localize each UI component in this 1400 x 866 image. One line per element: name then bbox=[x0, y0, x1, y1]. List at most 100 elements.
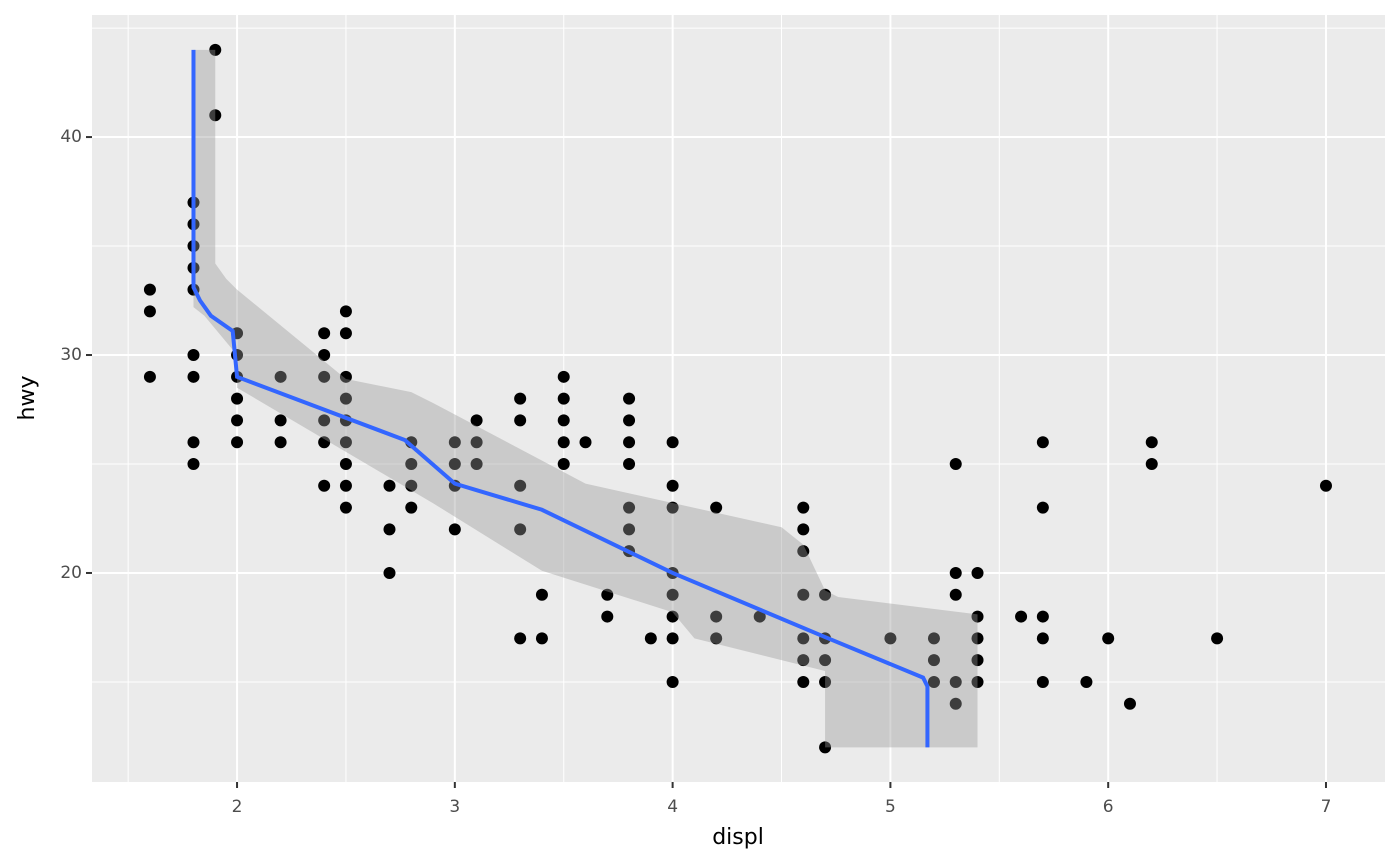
point bbox=[231, 414, 244, 427]
point bbox=[1145, 436, 1158, 449]
x-tick-label: 3 bbox=[449, 797, 460, 817]
point bbox=[209, 43, 222, 56]
point bbox=[318, 479, 331, 492]
point bbox=[666, 632, 679, 645]
point bbox=[819, 654, 832, 667]
point bbox=[1102, 632, 1115, 645]
point bbox=[971, 654, 984, 667]
point bbox=[666, 675, 679, 688]
point bbox=[318, 436, 331, 449]
point bbox=[339, 457, 352, 470]
point bbox=[470, 414, 483, 427]
point bbox=[1036, 675, 1049, 688]
point bbox=[514, 632, 527, 645]
point bbox=[231, 392, 244, 405]
point bbox=[1015, 610, 1028, 623]
point bbox=[187, 370, 200, 383]
panel-background bbox=[92, 15, 1385, 782]
point bbox=[971, 632, 984, 645]
point bbox=[448, 523, 461, 536]
point bbox=[797, 675, 810, 688]
point bbox=[666, 479, 679, 492]
point bbox=[819, 588, 832, 601]
point bbox=[383, 479, 396, 492]
point bbox=[797, 632, 810, 645]
point bbox=[187, 349, 200, 362]
point bbox=[318, 370, 331, 383]
x-axis-title: displ bbox=[712, 825, 764, 850]
point bbox=[514, 392, 527, 405]
x-tick-label: 5 bbox=[885, 797, 896, 817]
point bbox=[710, 610, 723, 623]
point bbox=[1080, 675, 1093, 688]
point bbox=[514, 414, 527, 427]
point bbox=[339, 392, 352, 405]
point bbox=[797, 588, 810, 601]
point bbox=[209, 109, 222, 122]
point bbox=[274, 370, 287, 383]
x-tick-label: 4 bbox=[667, 797, 678, 817]
point bbox=[927, 632, 940, 645]
point bbox=[710, 632, 723, 645]
point bbox=[971, 566, 984, 579]
point bbox=[318, 349, 331, 362]
point bbox=[884, 632, 897, 645]
point bbox=[557, 414, 570, 427]
point bbox=[514, 523, 527, 536]
point bbox=[623, 457, 636, 470]
point bbox=[557, 457, 570, 470]
point bbox=[557, 436, 570, 449]
point bbox=[753, 610, 766, 623]
point bbox=[819, 741, 832, 754]
point bbox=[666, 501, 679, 514]
point bbox=[819, 675, 832, 688]
point bbox=[448, 457, 461, 470]
point bbox=[231, 436, 244, 449]
point bbox=[623, 392, 636, 405]
point bbox=[971, 675, 984, 688]
point bbox=[797, 654, 810, 667]
point bbox=[623, 436, 636, 449]
point bbox=[1211, 632, 1224, 645]
y-tick-label: 30 bbox=[60, 345, 82, 365]
point bbox=[274, 414, 287, 427]
point bbox=[797, 501, 810, 514]
point bbox=[927, 675, 940, 688]
point bbox=[623, 523, 636, 536]
point bbox=[187, 436, 200, 449]
point bbox=[1036, 501, 1049, 514]
y-axis-title: hwy bbox=[15, 376, 40, 421]
y-tick-label: 20 bbox=[60, 563, 82, 583]
point bbox=[339, 327, 352, 340]
point bbox=[470, 457, 483, 470]
point bbox=[143, 283, 156, 296]
point bbox=[1123, 697, 1136, 710]
point bbox=[557, 392, 570, 405]
point bbox=[644, 632, 657, 645]
point bbox=[1319, 479, 1332, 492]
point bbox=[797, 545, 810, 558]
y-tick-label: 40 bbox=[60, 127, 82, 147]
point bbox=[339, 501, 352, 514]
point bbox=[949, 457, 962, 470]
point bbox=[579, 436, 592, 449]
point bbox=[405, 457, 418, 470]
point bbox=[1036, 610, 1049, 623]
confidence-ribbon bbox=[193, 49, 978, 748]
point bbox=[339, 479, 352, 492]
point bbox=[405, 479, 418, 492]
point bbox=[339, 305, 352, 318]
point bbox=[666, 610, 679, 623]
point bbox=[448, 436, 461, 449]
point bbox=[949, 675, 962, 688]
x-tick-label: 7 bbox=[1321, 797, 1332, 817]
point bbox=[405, 501, 418, 514]
point bbox=[797, 523, 810, 536]
point bbox=[187, 457, 200, 470]
x-tick-label: 2 bbox=[232, 797, 243, 817]
point bbox=[339, 370, 352, 383]
point bbox=[557, 370, 570, 383]
point bbox=[971, 610, 984, 623]
point bbox=[601, 588, 614, 601]
